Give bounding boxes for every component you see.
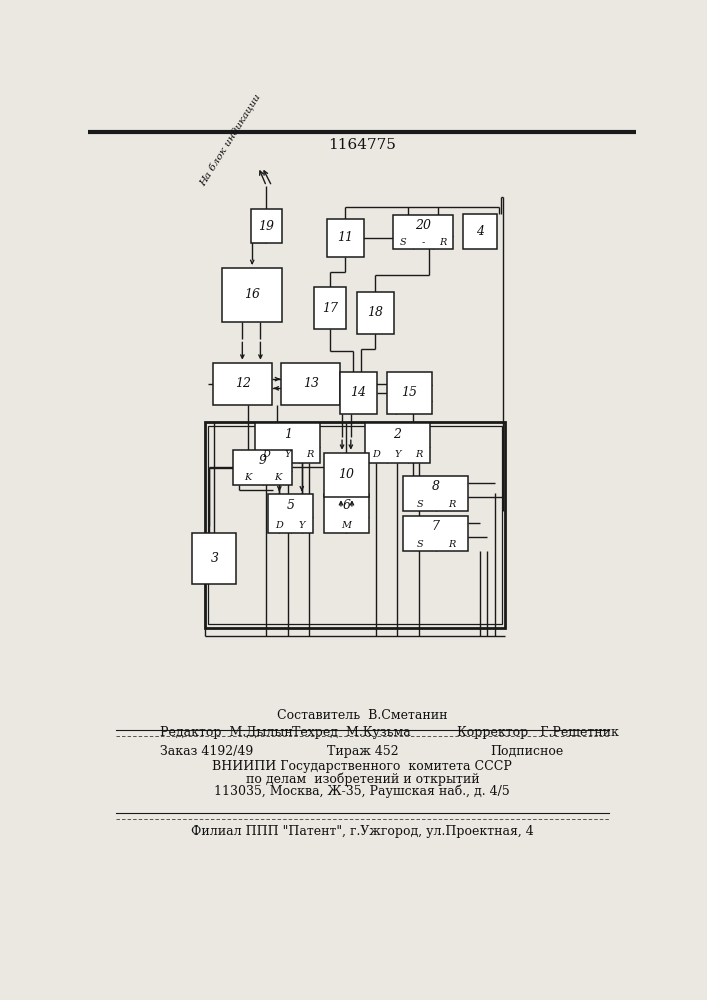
Text: R: R — [448, 540, 455, 549]
Bar — [404, 476, 468, 511]
Bar — [255, 423, 320, 463]
Text: D: D — [276, 521, 284, 530]
Text: 20: 20 — [415, 219, 431, 232]
Bar — [233, 450, 292, 485]
Bar — [250, 209, 282, 243]
Text: 14: 14 — [351, 386, 366, 399]
Bar — [404, 516, 468, 551]
Text: Заказ 4192/49: Заказ 4192/49 — [160, 745, 253, 758]
Text: R: R — [448, 500, 455, 509]
Text: Редактор  М.Дылын: Редактор М.Дылын — [160, 726, 293, 739]
Text: D: D — [262, 450, 270, 459]
Text: K: K — [274, 473, 281, 482]
Text: ВНИИПИ Государственного  комитета СССР: ВНИИПИ Государственного комитета СССР — [212, 760, 513, 773]
Text: 5: 5 — [286, 499, 295, 512]
Text: 6: 6 — [342, 499, 351, 512]
Text: 1164775: 1164775 — [328, 138, 397, 152]
Text: 12: 12 — [235, 377, 251, 390]
Bar — [209, 426, 502, 624]
Text: R: R — [415, 450, 423, 459]
Text: S: S — [416, 540, 423, 549]
Text: S: S — [399, 238, 407, 247]
Text: Составитель  В.Сметанин: Составитель В.Сметанин — [277, 709, 448, 722]
Bar — [324, 494, 369, 533]
Text: R: R — [305, 450, 313, 459]
Text: Корректор   Г.Решетник: Корректор Г.Решетник — [457, 726, 619, 739]
Bar — [314, 287, 346, 329]
Text: Y: Y — [285, 450, 291, 459]
Text: 1: 1 — [284, 428, 292, 441]
Text: K: K — [244, 473, 252, 482]
Text: 17: 17 — [322, 302, 338, 315]
Bar — [214, 363, 272, 405]
Bar — [268, 494, 313, 533]
Text: Y: Y — [298, 521, 305, 530]
Text: 11: 11 — [337, 231, 354, 244]
Bar — [462, 214, 496, 249]
Text: 2: 2 — [393, 428, 402, 441]
Text: 19: 19 — [259, 220, 274, 233]
Bar — [222, 268, 282, 322]
Text: -: - — [421, 238, 425, 247]
Bar — [192, 533, 236, 584]
Text: D: D — [372, 450, 380, 459]
Text: 18: 18 — [368, 306, 383, 319]
Text: На блок индикации: На блок индикации — [199, 92, 263, 188]
Text: 7: 7 — [432, 520, 440, 533]
Text: 113035, Москва, Ж-35, Раушская наб., д. 4/5: 113035, Москва, Ж-35, Раушская наб., д. … — [214, 785, 510, 798]
Text: Подписное: Подписное — [490, 745, 563, 758]
Text: 8: 8 — [432, 480, 440, 493]
Text: Тираж 452: Тираж 452 — [327, 745, 398, 758]
Bar — [393, 215, 453, 249]
Bar — [365, 423, 430, 463]
Text: 15: 15 — [402, 386, 417, 399]
Text: по делам  изобретений и открытий: по делам изобретений и открытий — [245, 772, 479, 786]
Text: 13: 13 — [303, 377, 319, 390]
Bar — [387, 372, 432, 414]
Text: 9: 9 — [259, 454, 267, 467]
Text: Y: Y — [395, 450, 401, 459]
Text: S: S — [416, 500, 423, 509]
Text: 3: 3 — [211, 552, 218, 565]
Bar — [357, 292, 394, 334]
Text: Техред  М.Кузьма: Техред М.Кузьма — [292, 726, 411, 739]
Bar — [281, 363, 341, 405]
Bar — [341, 372, 377, 414]
Bar — [327, 219, 364, 257]
Text: R: R — [440, 238, 447, 247]
Text: 16: 16 — [244, 288, 260, 301]
Bar — [324, 453, 369, 497]
Text: M: M — [341, 521, 351, 530]
Text: 10: 10 — [339, 468, 354, 481]
Text: Филиал ППП "Патент", г.Ужгород, ул.Проектная, 4: Филиал ППП "Патент", г.Ужгород, ул.Проек… — [191, 825, 534, 838]
Text: 4: 4 — [476, 225, 484, 238]
Bar — [205, 422, 506, 628]
